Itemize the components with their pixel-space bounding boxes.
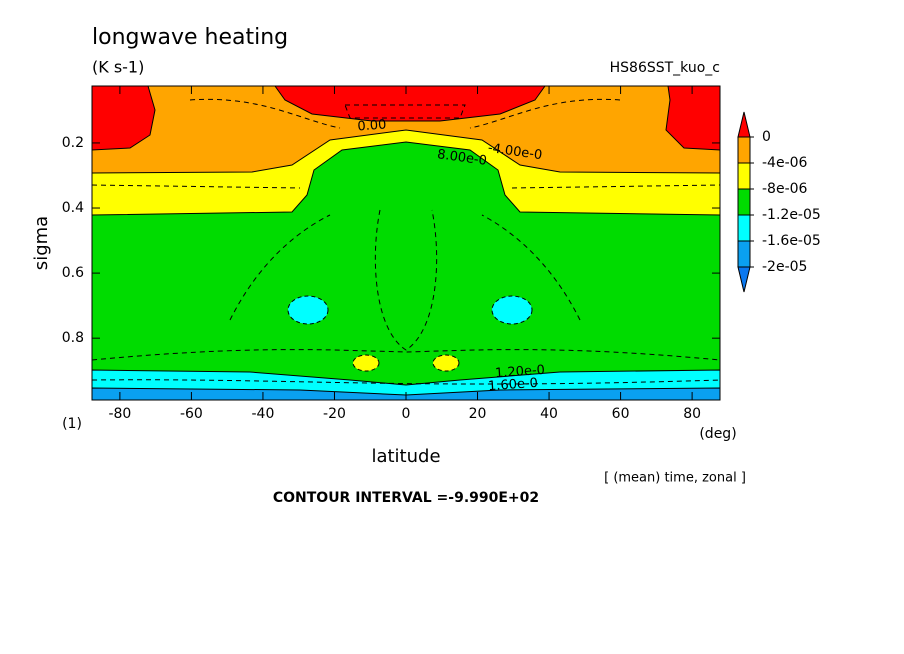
note: [ (mean) time, zonal ]	[604, 471, 746, 486]
colorbar-label: -4e-06	[762, 155, 808, 171]
contour-line	[189, 98, 621, 129]
contour-label: 1.60e-0	[488, 376, 539, 394]
contour-fill	[432, 354, 460, 372]
x-tick-label: -60	[180, 406, 203, 422]
colorbar-label: -8e-06	[762, 181, 808, 197]
x-tick-label: -80	[108, 406, 131, 422]
x-tick-label: 40	[540, 406, 558, 422]
x-tick-label: 60	[612, 406, 630, 422]
contour-fill	[274, 85, 546, 122]
y-axis-label: sigma	[31, 216, 52, 270]
colorbar-swatch	[737, 214, 751, 242]
y-tick-label: 0.6	[62, 265, 84, 281]
contour-line	[91, 184, 721, 189]
subtitle: (K s-1)	[92, 58, 144, 77]
y-tick-label: 0.8	[62, 330, 84, 346]
contour-line	[229, 214, 581, 321]
contour-interval: CONTOUR INTERVAL =-9.990E+02	[273, 490, 539, 506]
contour-fill	[352, 354, 380, 372]
x-tick-label: -20	[323, 406, 346, 422]
dataset-label: HS86SST_kuo_c	[610, 60, 720, 76]
contour-label: 8.00e-0	[436, 147, 488, 169]
x-tick-label: 80	[683, 406, 701, 422]
contour-label: 0.00	[357, 118, 387, 135]
colorbar-label: -1.6e-05	[762, 233, 821, 249]
colorbar-label: -2e-05	[762, 259, 807, 275]
colorbar-label: -1.2e-05	[762, 207, 821, 223]
y-tick-label: 0.2	[62, 135, 84, 151]
contour-label: 1.20e-0	[495, 363, 546, 381]
contour-line	[91, 349, 721, 361]
x-tick-label: 20	[469, 406, 487, 422]
x-tick-label: -40	[252, 406, 275, 422]
colorbar-swatch	[737, 240, 751, 268]
chart-title: longwave heating	[92, 25, 288, 50]
colorbar-label: 0	[762, 129, 771, 145]
y-tick-label: 0.4	[62, 200, 84, 216]
colorbar-swatch	[737, 162, 751, 190]
contour-fill	[491, 295, 533, 325]
colorbar-swatch	[737, 188, 751, 216]
y-unit: (1)	[62, 416, 82, 432]
colorbar-swatch	[737, 266, 751, 293]
colorbar-swatch	[737, 136, 751, 164]
x-tick-label: 0	[402, 406, 411, 422]
x-unit: (deg)	[699, 426, 736, 442]
x-axis-label: latitude	[371, 446, 440, 467]
contour-fill	[287, 295, 329, 325]
contour-line	[91, 379, 721, 385]
contour-line	[374, 209, 438, 351]
